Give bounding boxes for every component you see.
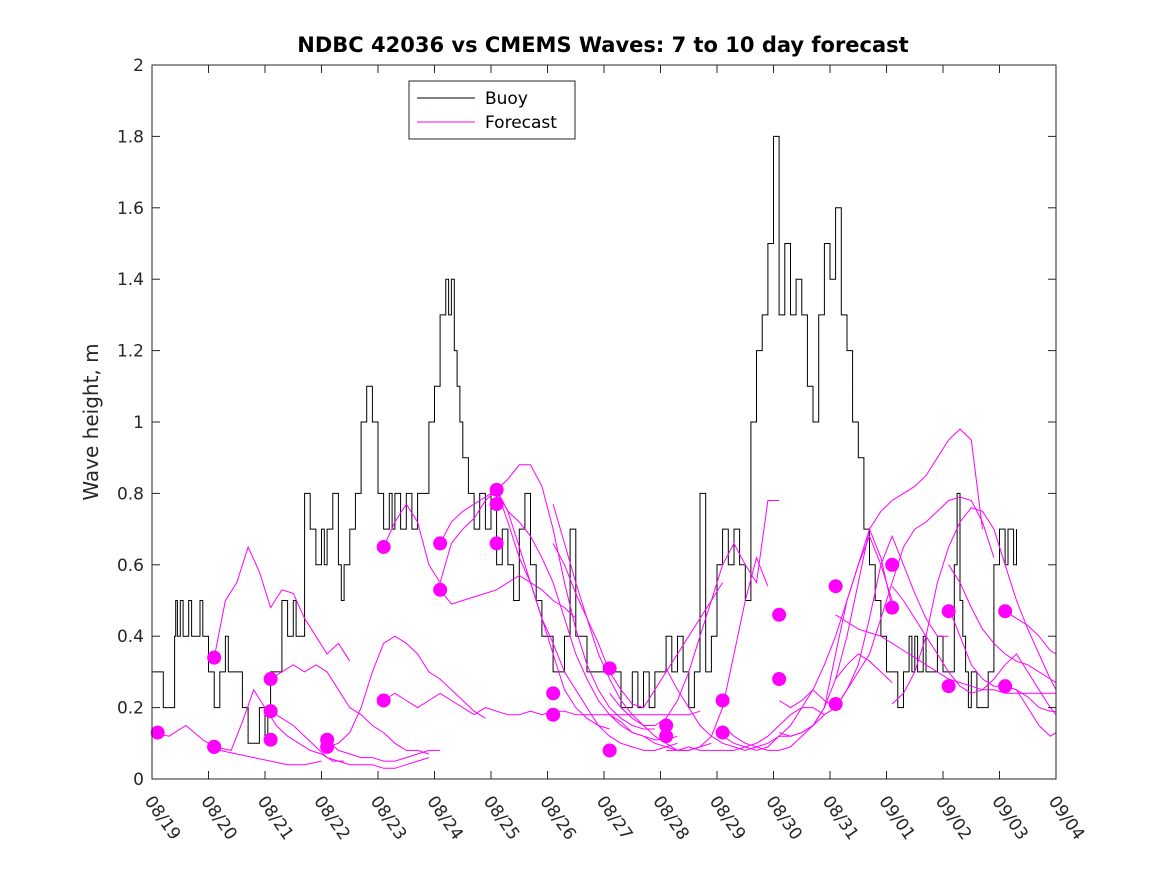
- y-tick-label: 1.4: [117, 270, 144, 290]
- forecast-line: [778, 496, 995, 737]
- forecast-line: [552, 543, 724, 709]
- forecast-line: [213, 545, 351, 662]
- forecast-line: [439, 574, 577, 619]
- forecast-marker: [602, 661, 617, 676]
- x-tick-label: 08/23: [366, 792, 410, 844]
- y-tick-label: 2: [133, 56, 144, 76]
- x-tick-label: 08/28: [648, 792, 692, 844]
- forecast-line: [609, 500, 780, 726]
- forecast-marker: [376, 539, 391, 554]
- x-tick-label: 09/02: [931, 792, 975, 844]
- y-tick-label: 1: [133, 413, 144, 433]
- forecast-marker: [602, 743, 617, 758]
- forecast-marker: [715, 725, 730, 740]
- forecast-line: [1004, 685, 1056, 712]
- forecast-line: [722, 428, 983, 751]
- x-tick-label: 08/21: [253, 792, 297, 844]
- x-tick-label: 08/30: [761, 792, 805, 844]
- forecast-marker: [998, 604, 1013, 619]
- forecast-marker: [546, 707, 561, 722]
- forecast-marker: [772, 672, 787, 687]
- y-tick-label: 0: [133, 770, 144, 790]
- legend-forecast-label: Forecast: [485, 113, 557, 133]
- forecast-line: [496, 489, 678, 741]
- forecast-line: [948, 564, 1057, 684]
- x-tick-label: 08/25: [479, 792, 523, 844]
- forecast-marker: [941, 604, 956, 619]
- x-tick-label: 09/03: [987, 792, 1031, 844]
- forecast-marker: [715, 693, 730, 708]
- x-tick-label: 08/29: [705, 792, 749, 844]
- x-tick-label: 08/26: [535, 792, 579, 844]
- y-tick-label: 1.6: [117, 199, 144, 219]
- forecast-line: [214, 688, 345, 762]
- forecast-marker: [998, 679, 1013, 694]
- forecast-marker: [885, 557, 900, 572]
- forecast-marker: [772, 607, 787, 622]
- forecast-marker: [150, 725, 165, 740]
- forecast-marker-layer: [150, 482, 1013, 758]
- forecast-marker: [546, 686, 561, 701]
- y-tick-label: 0.4: [117, 627, 144, 647]
- forecast-line: [383, 692, 701, 716]
- x-tick-label: 08/20: [196, 792, 240, 844]
- y-tick-label: 1.8: [117, 127, 144, 147]
- x-tick-label: 09/04: [1044, 792, 1088, 844]
- plot-area: [152, 65, 1056, 779]
- forecast-marker: [489, 536, 504, 551]
- forecast-marker: [489, 497, 504, 512]
- x-tick-label: 08/24: [422, 792, 466, 844]
- forecast-marker: [489, 482, 504, 497]
- buoy-series-layer: [152, 135, 1017, 744]
- y-axis-label: Wave height, m: [79, 343, 103, 500]
- forecast-line: [722, 527, 893, 751]
- forecast-marker: [263, 672, 278, 687]
- forecast-marker: [207, 739, 222, 754]
- y-tick-label: 1.2: [117, 342, 144, 362]
- forecast-line: [439, 464, 655, 730]
- forecast-line: [326, 635, 486, 748]
- forecast-marker: [376, 693, 391, 708]
- forecast-line: [1004, 610, 1057, 655]
- forecast-marker: [885, 600, 900, 615]
- y-tick-label: 0.6: [117, 556, 144, 576]
- x-tick-label: 08/22: [309, 792, 353, 844]
- forecast-marker: [659, 729, 674, 744]
- forecast-marker: [828, 697, 843, 712]
- forecast-line: [151, 724, 322, 766]
- forecast-marker: [659, 718, 674, 733]
- forecast-marker: [433, 536, 448, 551]
- y-axis: 0 0.2 0.4 0.6 0.8 1 1.2 1.4 1.6 1.8 2: [117, 56, 1056, 790]
- forecast-line: [891, 507, 1057, 705]
- y-tick-label: 0.2: [117, 699, 144, 719]
- forecast-marker: [263, 732, 278, 747]
- forecast-line: [270, 710, 430, 769]
- x-tick-label: 09/01: [874, 792, 918, 844]
- forecast-marker: [320, 739, 335, 754]
- forecast-marker: [207, 650, 222, 665]
- forecast-line: [835, 614, 1056, 694]
- x-tick-label: 08/27: [592, 792, 636, 844]
- forecast-marker: [941, 679, 956, 694]
- forecast-line: [496, 489, 678, 751]
- legend: Buoy Forecast: [408, 80, 576, 140]
- forecast-marker: [828, 579, 843, 594]
- chart-title: NDBC 42036 vs CMEMS Waves: 7 to 10 day f…: [297, 33, 908, 57]
- forecast-line: [270, 664, 430, 755]
- forecast-marker: [433, 582, 448, 597]
- x-tick-label: 08/31: [818, 792, 862, 844]
- forecast-marker: [263, 704, 278, 719]
- forecast-line: [891, 585, 1057, 716]
- buoy-line: [152, 135, 1017, 744]
- forecast-line: [609, 556, 769, 751]
- legend-buoy-label: Buoy: [485, 89, 528, 109]
- forecast-line: [835, 653, 893, 683]
- forecast-line: [326, 739, 441, 762]
- forecast-line: [778, 534, 949, 709]
- legend-box: [408, 80, 576, 140]
- y-tick-label: 0.8: [117, 484, 144, 504]
- x-tick-label: 08/19: [140, 792, 184, 844]
